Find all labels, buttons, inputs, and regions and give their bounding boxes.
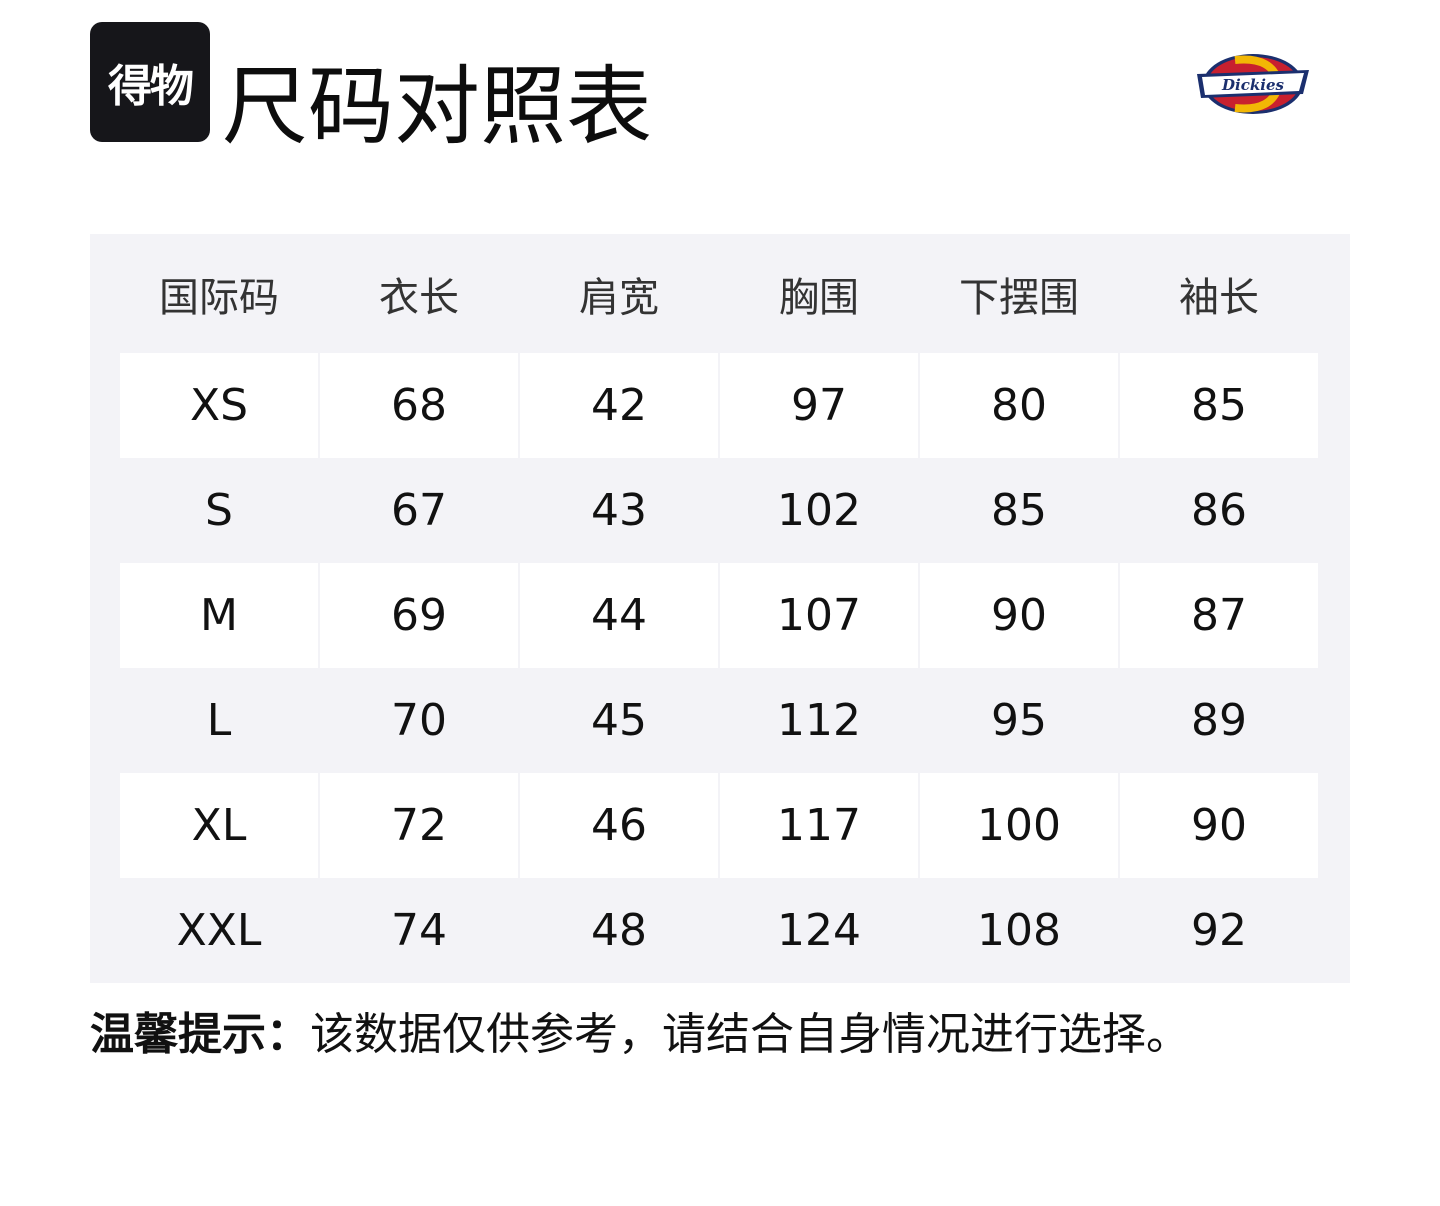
measurement-cell: 95 [991, 695, 1047, 746]
page-title: 尺码对照表 [222, 57, 652, 157]
measurement-cell: 46 [520, 773, 718, 878]
measurement-cell: 67 [391, 485, 447, 536]
measurement-cell: 86 [1191, 485, 1247, 536]
measurement-cell: 42 [520, 353, 718, 458]
size-table: 国际码 衣长 肩宽 胸围 下摆围 袖长 XS 68 42 97 80 85 S 67 43 102 85 86 M 6… [90, 234, 1350, 983]
size-label-cell: S [205, 485, 233, 536]
app-logo-text: 得物 [108, 61, 194, 112]
size-label-cell: XS [120, 353, 318, 458]
column-header: 胸围 [779, 274, 859, 321]
size-label-cell: XL [120, 773, 318, 878]
measurement-cell: 89 [1191, 695, 1247, 746]
tip-note: 温馨提示：该数据仅供参考，请结合自身情况进行选择。 [90, 1005, 1190, 1065]
measurement-cell: 85 [991, 485, 1047, 536]
measurement-cell: 80 [920, 353, 1118, 458]
dewu-app-logo: 得物 [90, 22, 210, 142]
measurement-cell: 117 [720, 773, 918, 878]
measurement-cell: 74 [391, 905, 447, 956]
measurement-cell: 48 [591, 905, 647, 956]
measurement-cell: 43 [591, 485, 647, 536]
measurement-cell: 44 [520, 563, 718, 668]
column-header: 袖长 [1179, 274, 1259, 321]
tip-text: 该数据仅供参考，请结合自身情况进行选择。 [310, 1009, 1190, 1060]
logo-wordmark: Dickies [1221, 76, 1284, 94]
measurement-cell: 87 [1120, 563, 1318, 668]
dickies-logo: Dickies [1197, 54, 1309, 114]
measurement-cell: 85 [1120, 353, 1318, 458]
column-header: 肩宽 [579, 274, 659, 321]
measurement-cell: 124 [777, 905, 861, 956]
measurement-cell: 97 [720, 353, 918, 458]
measurement-cell: 92 [1191, 905, 1247, 956]
measurement-cell: 69 [320, 563, 518, 668]
measurement-cell: 72 [320, 773, 518, 878]
measurement-cell: 107 [720, 563, 918, 668]
measurement-cell: 108 [977, 905, 1061, 956]
column-header: 衣长 [379, 274, 459, 321]
size-label-cell: M [120, 563, 318, 668]
measurement-cell: 90 [920, 563, 1118, 668]
measurement-cell: 112 [777, 695, 861, 746]
column-header: 国际码 [159, 274, 279, 321]
size-label-cell: L [206, 695, 232, 746]
measurement-cell: 90 [1120, 773, 1318, 878]
measurement-cell: 68 [320, 353, 518, 458]
measurement-cell: 100 [920, 773, 1118, 878]
measurement-cell: 102 [777, 485, 861, 536]
measurement-cell: 45 [591, 695, 647, 746]
measurement-cell: 70 [391, 695, 447, 746]
tip-label: 温馨提示： [90, 1009, 310, 1060]
size-label-cell: XXL [176, 905, 262, 956]
column-header: 下摆围 [959, 274, 1079, 321]
